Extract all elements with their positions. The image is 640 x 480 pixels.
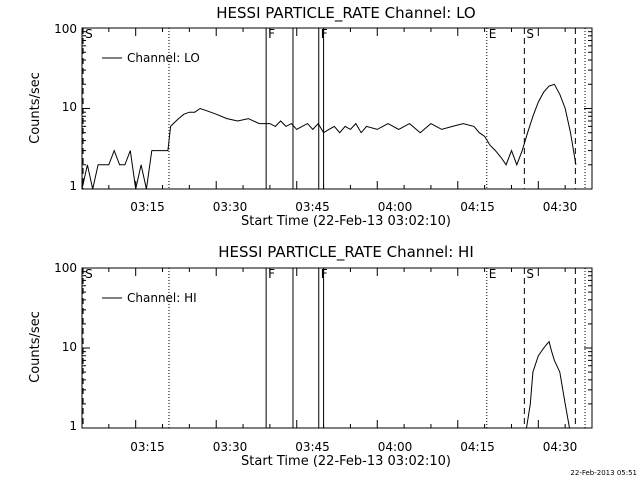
y-tick-label: 1 [69,179,77,193]
panel-lo: HESSI PARTICLE_RATE Channel: LO Counts/s… [28,4,593,229]
event-marker-label: S [526,27,534,41]
y-axis-label: Counts/sec [28,311,43,383]
chart-title: HESSI PARTICLE_RATE Channel: HI [218,243,474,262]
x-tick-label: 03:45 [295,200,330,214]
x-tick-label: 04:30 [543,200,578,214]
x-tick-label: 03:15 [130,440,165,454]
event-marker-label: F [268,27,275,41]
event-marker-label: F [321,27,328,41]
legend-label: Channel: HI [127,291,197,305]
x-tick-label: 04:15 [460,440,495,454]
x-tick-label: 03:30 [213,440,248,454]
x-tick-label: 04:00 [378,200,413,214]
event-marker-label: S [85,27,93,41]
x-tick-label: 04:15 [460,200,495,214]
event-marker-label: S [85,267,93,281]
x-tick-label: 03:15 [130,200,165,214]
y-tick-label: 10 [62,100,77,114]
x-tick-label: 03:30 [213,200,248,214]
legend-label: Channel: LO [127,51,200,65]
y-axis-label: Counts/sec [28,72,43,144]
x-tick-label: 04:30 [543,440,578,454]
event-marker-label: F [321,267,328,281]
x-axis-label: Start Time (22-Feb-13 03:02:10) [241,454,451,469]
event-marker-label: F [268,267,275,281]
event-marker-label: S [526,267,534,281]
x-axis-label: Start Time (22-Feb-13 03:02:10) [241,214,451,229]
y-tick-label: 10 [62,340,77,354]
timestamp: 22-Feb-2013 05:51 [570,469,637,477]
event-marker-label: E [489,27,497,41]
panel-hi: HESSI PARTICLE_RATE Channel: HI Counts/s… [28,243,593,469]
y-tick-label: 100 [54,261,77,275]
event-marker-label: E [489,267,497,281]
chart-title: HESSI PARTICLE_RATE Channel: LO [216,4,475,23]
y-tick-label: 1 [69,419,77,433]
x-tick-label: 03:45 [295,440,330,454]
y-tick-label: 100 [54,22,77,36]
series-line [526,340,570,429]
x-tick-label: 04:00 [378,440,413,454]
series-line [81,83,577,190]
